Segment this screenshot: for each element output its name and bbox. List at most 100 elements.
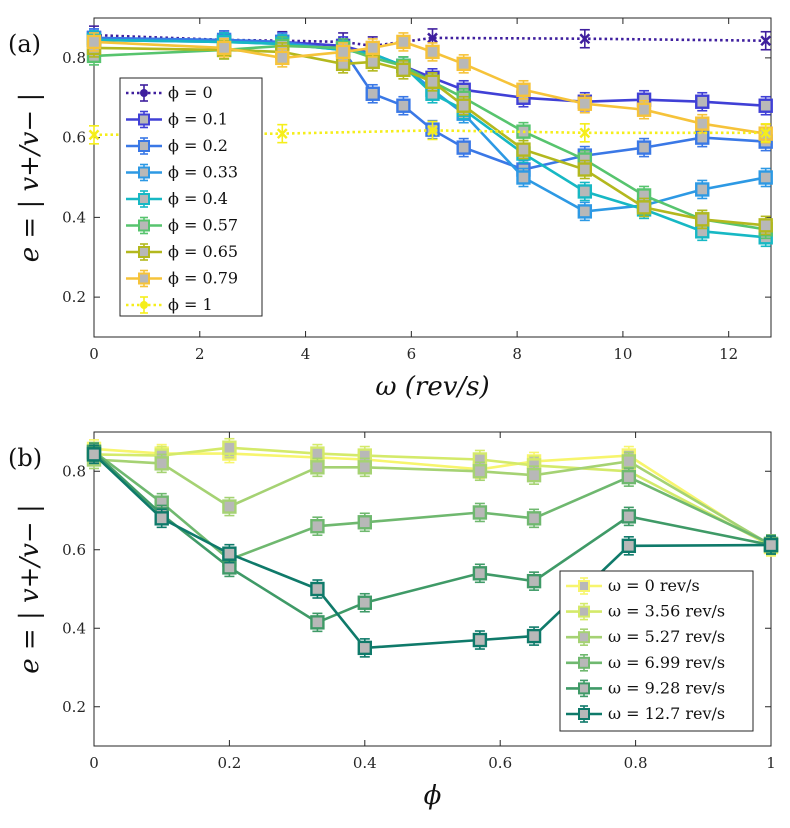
data-point-marker-5 <box>472 505 488 520</box>
data-point-marker-7 <box>456 140 471 155</box>
legend-label: ϕ = 0.2 <box>168 136 228 155</box>
legend-marker <box>138 246 150 258</box>
legend: ϕ = 0 ϕ = 0.1 ϕ = 0.2 ϕ = 0.33 ϕ = 0.4 ϕ = 0.… <box>119 77 263 317</box>
data-point-marker-11 <box>695 116 710 131</box>
y-axis-label: e = | v+/v− | <box>15 504 45 673</box>
legend-marker <box>578 631 590 644</box>
data-point-marker-4 <box>760 127 772 139</box>
data-point-marker-6 <box>526 573 542 589</box>
legend-item-0: ϕ = 0 <box>126 83 213 102</box>
x-tick-label: 0.8 <box>624 754 648 772</box>
legend-marker <box>138 193 150 205</box>
data-point-marker-9 <box>577 162 593 177</box>
data-point-marker-10 <box>636 140 652 155</box>
legend-label: ϕ = 0 <box>168 83 213 102</box>
data-point-marker-3 <box>310 519 325 534</box>
legend-item-8: ϕ = 1 <box>126 295 213 314</box>
data-point-marker-5 <box>396 98 411 113</box>
x-axis-label: ϕ <box>424 781 442 811</box>
series-2 <box>86 449 779 555</box>
data-point-marker-12 <box>758 170 773 185</box>
data-point-marker-7 <box>621 469 637 485</box>
data-point-marker-2 <box>222 499 237 514</box>
panel-label: (a) <box>8 30 41 58</box>
legend-item-6: ϕ = 0.65 <box>126 242 238 261</box>
data-point-marker-6 <box>579 33 591 45</box>
data-point-marker-4 <box>365 86 380 101</box>
series-8 <box>88 120 772 145</box>
data-point-marker-10 <box>636 200 652 215</box>
data-point-marker-3 <box>310 460 325 475</box>
data-point-marker-2 <box>222 440 237 455</box>
y-axis-label: e = | v+/v− | <box>15 93 45 262</box>
data-point-marker-11 <box>695 94 710 109</box>
data-point-marker-7 <box>621 538 637 554</box>
data-point-marker-6 <box>526 628 542 644</box>
legend-item-0: ω = 0 rev/s <box>566 576 700 595</box>
data-point-marker-4 <box>357 595 372 610</box>
x-tick-label: 2 <box>195 345 205 363</box>
data-point-marker-8 <box>516 170 531 185</box>
data-point-marker-8 <box>516 82 531 97</box>
data-point-marker-5 <box>472 632 488 648</box>
legend-label: ω = 5.27 rev/s <box>608 627 725 646</box>
data-point-marker-11 <box>695 212 710 227</box>
data-point-marker-8 <box>763 537 779 553</box>
x-tick-label: 0.4 <box>353 754 377 772</box>
x-tick-label: 12 <box>719 345 738 363</box>
data-point-marker-0 <box>88 129 100 141</box>
legend-marker <box>138 113 150 126</box>
x-tick-label: 1 <box>766 754 776 772</box>
data-point-marker-4 <box>357 515 372 530</box>
data-point-marker-4 <box>357 460 372 475</box>
data-point-marker-1 <box>276 128 288 140</box>
legend-marker <box>140 301 148 309</box>
data-point-marker-2 <box>427 125 438 136</box>
legend-label: ϕ = 0.65 <box>168 242 238 261</box>
data-point-marker-7 <box>760 35 772 47</box>
data-point-marker-3 <box>579 127 591 139</box>
legend-item-4: ϕ = 0.4 <box>126 189 228 208</box>
data-point-marker-5 <box>472 464 488 479</box>
data-point-marker-1 <box>154 456 169 471</box>
legend-marker <box>138 219 150 232</box>
panel-label: (b) <box>8 444 42 472</box>
legend-label: ω = 3.56 rev/s <box>608 602 725 621</box>
legend-label: ϕ = 1 <box>168 295 213 314</box>
data-point-marker-4 <box>357 640 372 656</box>
legend-item-7: ϕ = 0.79 <box>126 269 238 288</box>
x-tick-label: 10 <box>613 345 632 363</box>
legend-item-3: ω = 6.99 rev/s <box>566 653 725 672</box>
x-tick-label: 8 <box>512 345 522 363</box>
data-point-marker-6 <box>425 44 440 60</box>
y-tick-label: 0.4 <box>62 619 86 637</box>
data-point-marker-9 <box>577 184 593 199</box>
legend-marker <box>578 605 590 618</box>
panel-b: 0 0.2 0.4 0.6 0.8 1 0.2 0.4 0.6 0.8 ϕ e = | v+/v− |… <box>8 431 779 811</box>
data-point-marker-5 <box>472 566 488 581</box>
y-tick-label: 0.8 <box>62 49 86 67</box>
y-tick-label: 0.6 <box>62 541 86 559</box>
legend-marker <box>578 708 590 720</box>
legend-marker <box>138 272 150 285</box>
legend-label: ω = 0 rev/s <box>608 576 700 595</box>
legend-item-2: ω = 5.27 rev/s <box>566 627 725 646</box>
legend-marker <box>138 166 150 179</box>
data-point-marker-0 <box>86 447 102 462</box>
x-tick-label: 0.6 <box>488 754 512 772</box>
data-point-marker-12 <box>758 98 773 113</box>
legend-label: ω = 9.28 rev/s <box>608 678 725 697</box>
data-point-marker-8 <box>516 142 531 157</box>
y-tick-label: 0.2 <box>62 698 86 716</box>
legend-item-5: ω = 12.7 rev/s <box>566 704 725 723</box>
data-point-marker-6 <box>425 74 440 90</box>
data-point-marker-0 <box>86 34 102 50</box>
legend-item-1: ϕ = 0.1 <box>126 110 228 129</box>
legend-label: ϕ = 0.79 <box>168 269 238 288</box>
data-point-marker-2 <box>222 546 237 561</box>
series-line <box>93 129 766 137</box>
x-tick-label: 0 <box>89 754 99 772</box>
data-point-marker-10 <box>636 102 652 117</box>
data-point-marker-6 <box>526 511 542 526</box>
